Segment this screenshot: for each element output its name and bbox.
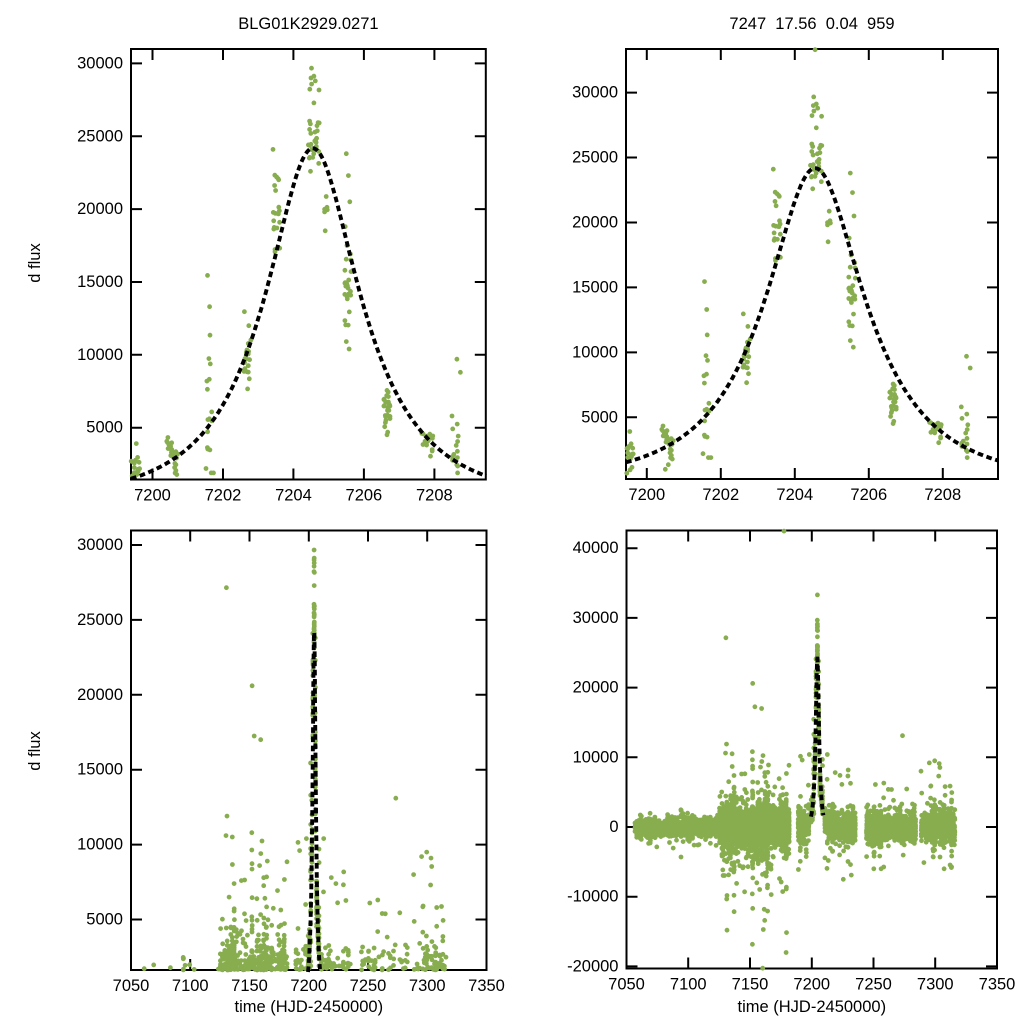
svg-text:15000: 15000 bbox=[77, 761, 123, 779]
svg-text:7350: 7350 bbox=[979, 976, 1016, 994]
svg-text:0: 0 bbox=[609, 818, 618, 836]
svg-text:7350: 7350 bbox=[468, 977, 505, 995]
svg-text:20000: 20000 bbox=[573, 679, 619, 697]
svg-text:time (HJD-2450000): time (HJD-2450000) bbox=[738, 998, 887, 1016]
svg-text:7204: 7204 bbox=[275, 487, 312, 505]
svg-text:25000: 25000 bbox=[572, 149, 618, 167]
svg-text:7300: 7300 bbox=[917, 976, 954, 994]
svg-text:7206: 7206 bbox=[346, 487, 383, 505]
svg-text:30000: 30000 bbox=[77, 536, 123, 554]
svg-text:7150: 7150 bbox=[231, 977, 268, 995]
svg-text:15000: 15000 bbox=[572, 278, 618, 296]
svg-text:25000: 25000 bbox=[77, 127, 123, 145]
svg-text:10000: 10000 bbox=[573, 748, 619, 766]
svg-text:BLG01K2929.0271: BLG01K2929.0271 bbox=[238, 15, 378, 33]
svg-text:d flux: d flux bbox=[26, 243, 44, 283]
svg-text:time (HJD-2450000): time (HJD-2450000) bbox=[235, 998, 384, 1016]
svg-text:5000: 5000 bbox=[86, 419, 123, 437]
svg-text:7202: 7202 bbox=[205, 487, 242, 505]
svg-text:30000: 30000 bbox=[77, 54, 123, 72]
svg-text:7250: 7250 bbox=[855, 976, 892, 994]
svg-text:7208: 7208 bbox=[924, 486, 961, 504]
svg-text:7202: 7202 bbox=[702, 486, 739, 504]
svg-text:30000: 30000 bbox=[572, 84, 618, 102]
svg-text:5000: 5000 bbox=[581, 408, 618, 426]
svg-text:20000: 20000 bbox=[77, 200, 123, 218]
svg-text:10000: 10000 bbox=[77, 836, 123, 854]
svg-text:7150: 7150 bbox=[732, 976, 769, 994]
svg-text:-10000: -10000 bbox=[567, 888, 618, 906]
svg-text:7050: 7050 bbox=[608, 976, 645, 994]
svg-text:20000: 20000 bbox=[77, 686, 123, 704]
svg-text:5000: 5000 bbox=[86, 911, 123, 929]
svg-text:20000: 20000 bbox=[572, 213, 618, 231]
svg-text:30000: 30000 bbox=[573, 609, 619, 627]
svg-text:10000: 10000 bbox=[77, 346, 123, 364]
svg-text:25000: 25000 bbox=[77, 611, 123, 629]
svg-text:7206: 7206 bbox=[850, 486, 887, 504]
svg-text:7208: 7208 bbox=[416, 487, 453, 505]
svg-text:7200: 7200 bbox=[290, 977, 327, 995]
svg-text:15000: 15000 bbox=[77, 273, 123, 291]
svg-text:7200: 7200 bbox=[793, 976, 830, 994]
svg-text:7200: 7200 bbox=[134, 487, 171, 505]
svg-text:7300: 7300 bbox=[409, 977, 446, 995]
svg-text:7247 17.56 0.04 959: 7247 17.56 0.04 959 bbox=[729, 15, 894, 33]
svg-text:-20000: -20000 bbox=[567, 957, 618, 975]
svg-text:10000: 10000 bbox=[572, 343, 618, 361]
svg-text:7200: 7200 bbox=[628, 486, 665, 504]
svg-text:7050: 7050 bbox=[113, 977, 150, 995]
svg-text:7100: 7100 bbox=[172, 977, 209, 995]
svg-text:7204: 7204 bbox=[776, 486, 813, 504]
svg-text:d flux: d flux bbox=[26, 731, 44, 771]
svg-text:7100: 7100 bbox=[670, 976, 707, 994]
svg-text:7250: 7250 bbox=[350, 977, 387, 995]
svg-text:40000: 40000 bbox=[573, 539, 619, 557]
